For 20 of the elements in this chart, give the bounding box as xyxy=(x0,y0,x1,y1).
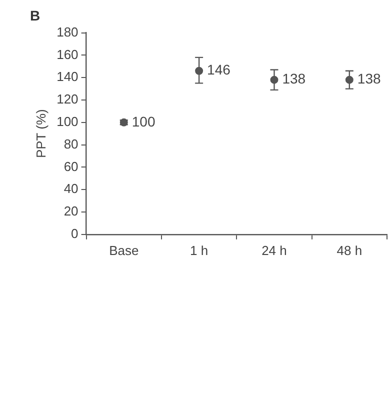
x-tick-label: 24 h xyxy=(262,242,287,258)
y-tick-label: 100 xyxy=(56,114,78,129)
data-label: 138 xyxy=(282,70,306,87)
chart-title: B xyxy=(30,7,40,24)
y-tick-label: 40 xyxy=(64,181,78,196)
y-axis-title: PPT (%) xyxy=(33,109,48,158)
data-label: 100 xyxy=(132,113,156,130)
y-tick-label: 20 xyxy=(64,204,78,219)
data-label: 146 xyxy=(207,62,231,78)
y-tick-label: 80 xyxy=(64,136,78,152)
y-tick-label: 120 xyxy=(56,92,78,107)
y-tick-label: 140 xyxy=(56,69,78,84)
y-tick-label: 60 xyxy=(64,158,78,174)
y-tick-label: 160 xyxy=(56,46,78,62)
y-tick-label: 180 xyxy=(56,24,78,40)
x-tick-label: 48 h xyxy=(336,242,362,258)
data-label: 138 xyxy=(357,70,381,87)
x-tick-label: Base xyxy=(109,242,139,258)
y-tick-label: 0 xyxy=(71,226,78,241)
x-tick-label: 1 h xyxy=(190,242,208,258)
